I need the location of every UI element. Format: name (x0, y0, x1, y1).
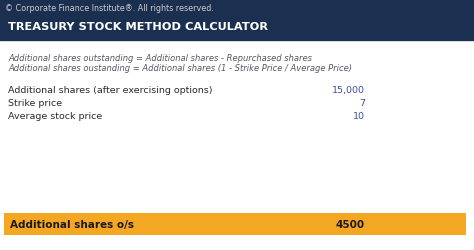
Text: 15,000: 15,000 (332, 86, 365, 94)
Text: 4500: 4500 (336, 219, 365, 229)
Text: 10: 10 (353, 112, 365, 120)
Bar (4, 213, 466, 235)
Text: 7: 7 (359, 98, 365, 108)
Text: Additional shares oustanding = Additional shares (1 - Strike Price / Average Pri: Additional shares oustanding = Additiona… (8, 64, 352, 73)
Text: Additional shares o/s: Additional shares o/s (10, 219, 134, 229)
Text: Average stock price: Average stock price (8, 112, 102, 120)
Text: TREASURY STOCK METHOD CALCULATOR: TREASURY STOCK METHOD CALCULATOR (8, 22, 268, 32)
Text: Additional shares outstanding = Additional shares - Repurchased shares: Additional shares outstanding = Addition… (8, 54, 312, 63)
Text: Strike price: Strike price (8, 98, 62, 108)
Bar (0, 42, 474, 250)
Text: Additional shares (after exercising options): Additional shares (after exercising opti… (8, 86, 212, 94)
Text: © Corporate Finance Institute®. All rights reserved.: © Corporate Finance Institute®. All righ… (5, 4, 214, 13)
